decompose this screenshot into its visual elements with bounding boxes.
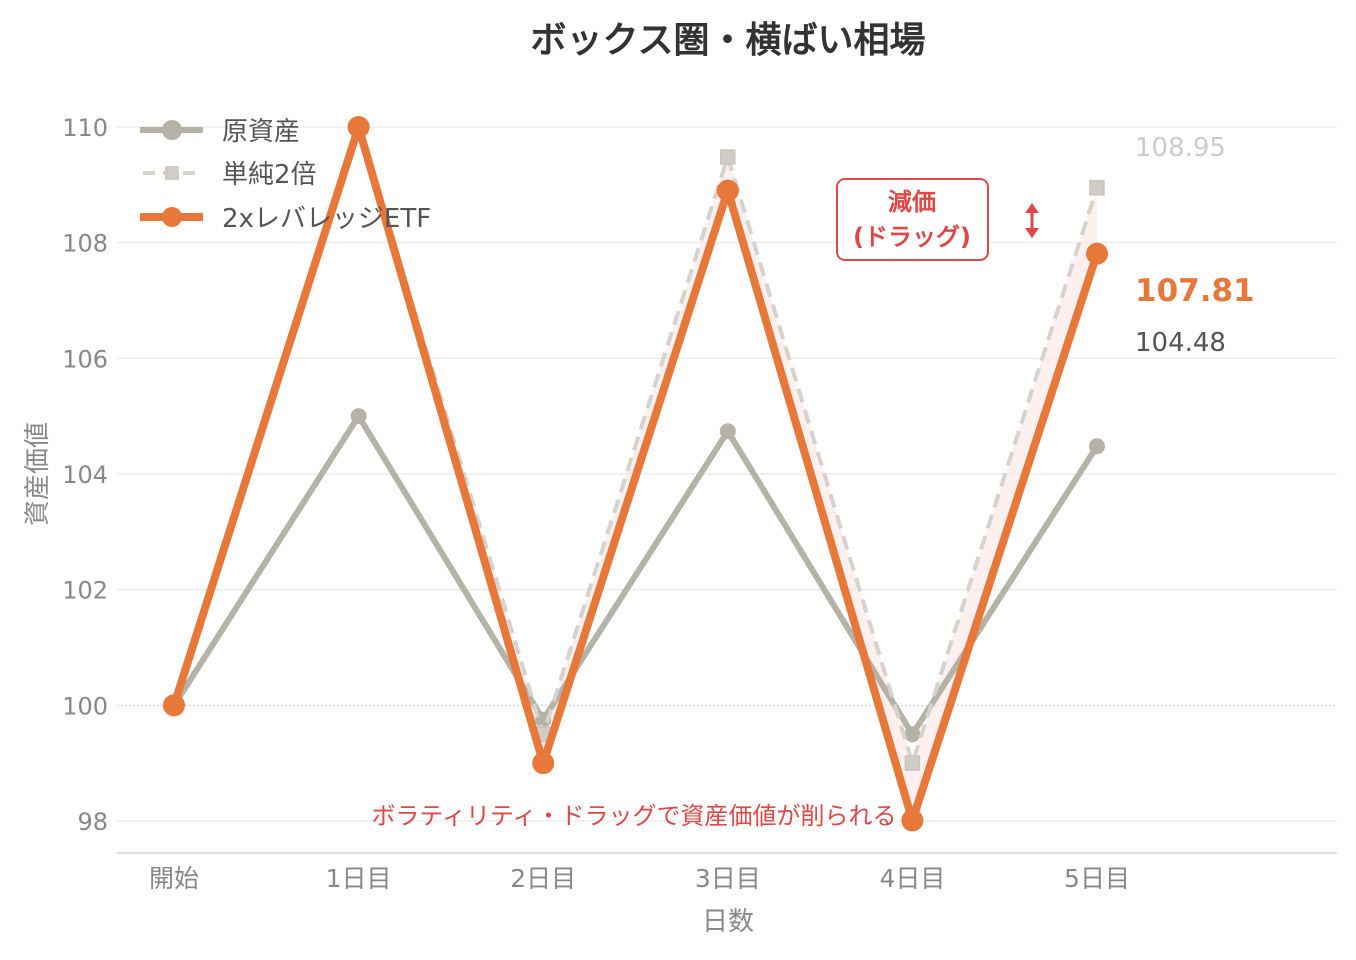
double-arrow-icon: [1025, 203, 1039, 238]
series-line-1: [172, 125, 1099, 766]
y-tick-label: 106: [62, 345, 108, 373]
x-tick-label: 1日目: [326, 864, 392, 893]
data-point: [1089, 438, 1105, 455]
data-point: [163, 694, 185, 717]
y-tick-label: 110: [62, 114, 108, 142]
chart-title: ボックス圏・横ばい相場: [531, 20, 926, 61]
end-label-leveraged: 107.81: [1135, 273, 1255, 309]
data-point: [716, 179, 739, 202]
legend-label: 単純2倍: [222, 160, 317, 190]
drag-annotation-box: 減価 (ドラッグ): [836, 178, 989, 261]
data-point: [904, 726, 921, 743]
end-label-underlying: 104.48: [1135, 328, 1226, 358]
series-line-0: [171, 413, 1100, 738]
y-axis-label: 資産価値: [23, 422, 53, 526]
legend-marker: [162, 207, 182, 227]
legend-marker: [165, 166, 179, 180]
annotation-line-2: (ドラッグ): [853, 223, 971, 251]
data-point: [350, 408, 367, 425]
data-point: [347, 116, 370, 138]
bottom-annotation: ボラティリティ・ドラッグで資産価値が削られる: [371, 802, 896, 830]
annotation-line-1: 減価: [888, 188, 936, 216]
y-tick-label: 102: [62, 577, 108, 605]
data-point: [901, 809, 924, 832]
y-tick-label: 100: [62, 692, 108, 720]
legend-marker: [162, 120, 182, 140]
data-point: [532, 752, 555, 775]
y-tick-label: 104: [62, 461, 108, 489]
x-tick-label: 2日目: [510, 864, 576, 893]
legend-label: 2xレバレッジETF: [222, 204, 431, 234]
x-axis-label: 日数: [702, 907, 754, 937]
x-tick-label: 開始: [149, 864, 199, 893]
data-point: [720, 149, 736, 165]
x-tick-label: 3日目: [695, 864, 761, 893]
end-label-simple: 108.95: [1135, 133, 1226, 163]
data-point: [1086, 242, 1108, 265]
x-tick-label: 4日目: [879, 864, 945, 893]
data-point: [719, 423, 736, 440]
x-tick-label: 5日目: [1064, 864, 1130, 893]
data-point: [904, 755, 921, 771]
series-line-2: [170, 123, 1101, 825]
y-tick-label: 108: [62, 230, 108, 258]
y-tick-label: 98: [77, 808, 108, 836]
data-point: [1089, 179, 1105, 196]
legend-label: 原資産: [222, 117, 300, 147]
